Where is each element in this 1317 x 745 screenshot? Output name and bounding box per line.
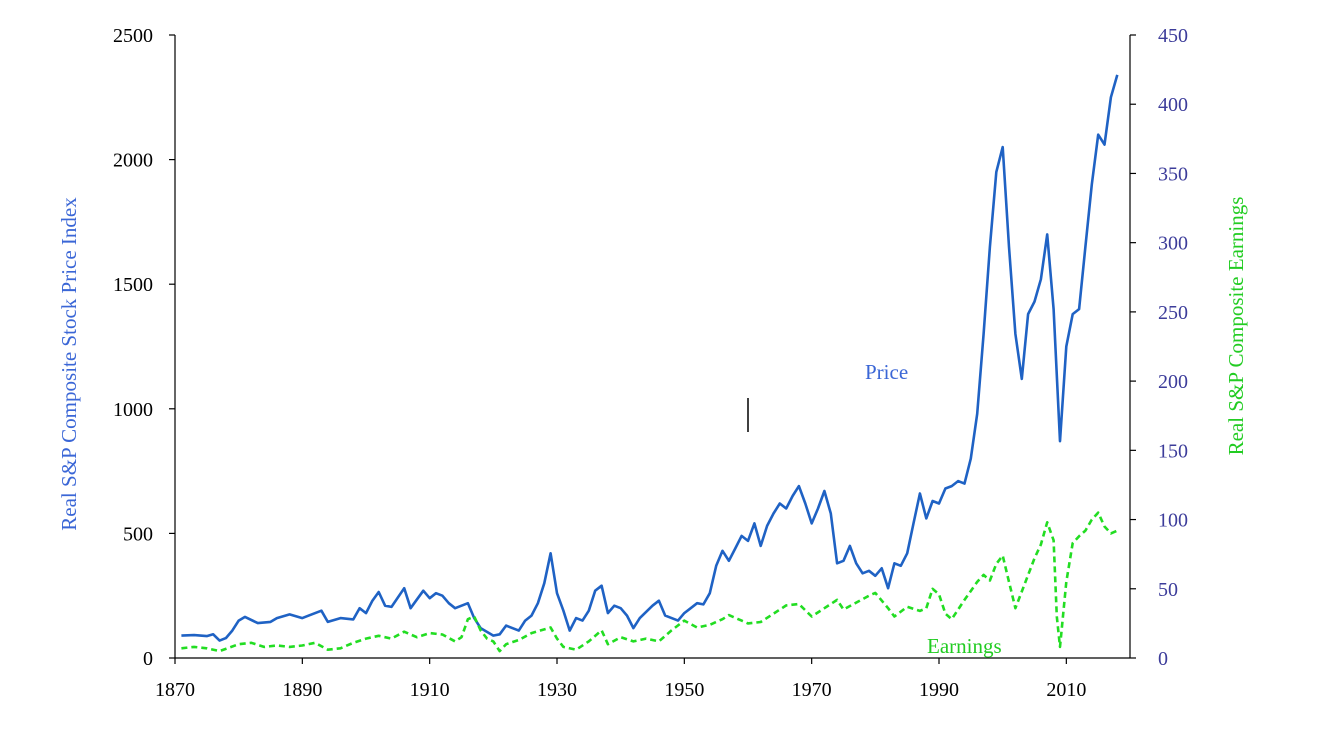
right-y-tick-label: 150 <box>1158 440 1188 462</box>
left-y-tick-label: 500 <box>123 523 153 545</box>
series-layer <box>181 74 1119 653</box>
right-y-tick-label: 450 <box>1158 25 1188 47</box>
right-y-axis-label: Real S&P Composite Earnings <box>1224 197 1248 456</box>
left-y-tick-label: 1000 <box>113 399 153 421</box>
x-tick-label: 1910 <box>410 679 450 701</box>
x-tick-label: 1970 <box>792 679 832 701</box>
right-y-tick-label: 300 <box>1158 233 1188 255</box>
left-y-tick-label: 0 <box>143 648 153 670</box>
right-y-tick-label: 200 <box>1158 371 1188 393</box>
x-tick-label: 2010 <box>1046 679 1086 701</box>
x-tick-label: 1950 <box>664 679 704 701</box>
left-y-tick-label: 2000 <box>113 150 153 172</box>
left-y-axis-ticks: 0 500 1000 1500 2000 2500 <box>113 25 175 670</box>
right-y-tick-label: 400 <box>1158 94 1188 116</box>
right-y-tick-label: 250 <box>1158 302 1188 324</box>
right-y-tick-label: 100 <box>1158 510 1188 532</box>
price-series-label: Price <box>865 360 908 384</box>
earnings-series-label: Earnings <box>927 634 1002 658</box>
x-axis-ticks: 1870 1890 1910 1930 1950 1970 1990 2010 <box>155 658 1086 701</box>
x-tick-label: 1930 <box>537 679 577 701</box>
x-tick-label: 1990 <box>919 679 959 701</box>
axes <box>174 35 1131 659</box>
price-series-line <box>181 74 1119 642</box>
x-tick-label: 1870 <box>155 679 195 701</box>
left-y-axis-label: Real S&P Composite Stock Price Index <box>57 197 81 531</box>
right-y-axis-ticks: 0 50 100 150 200 250 300 350 400 450 <box>1130 25 1188 670</box>
right-y-tick-label: 50 <box>1158 579 1178 601</box>
right-y-tick-label: 350 <box>1158 163 1188 185</box>
x-tick-label: 1890 <box>282 679 322 701</box>
left-y-tick-label: 1500 <box>113 274 153 296</box>
earnings-series-line <box>181 511 1118 653</box>
right-y-tick-label: 0 <box>1158 648 1168 670</box>
left-y-tick-label: 2500 <box>113 25 153 47</box>
